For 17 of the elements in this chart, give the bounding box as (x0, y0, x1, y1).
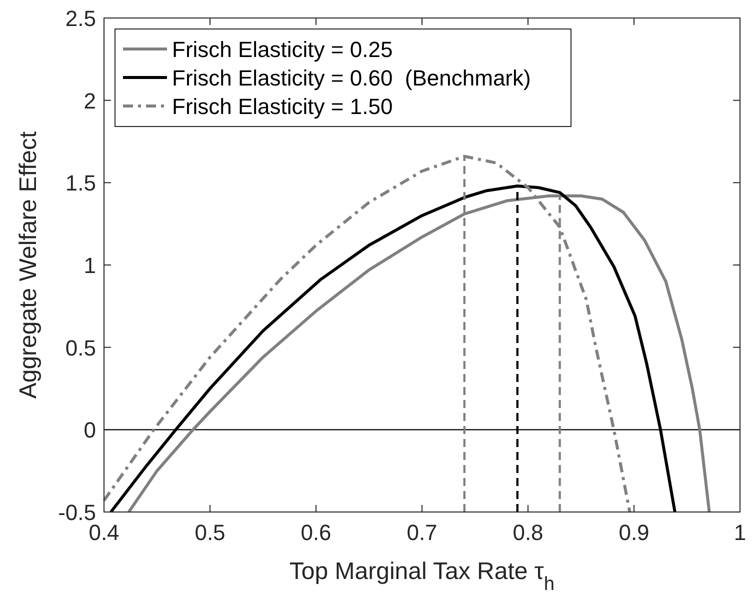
y-tick-label: 2 (84, 88, 96, 114)
x-tick-label: 0.8 (512, 520, 544, 545)
x-axis-title: Top Marginal Tax Rate τ$_{h}$ (289, 558, 555, 594)
y-axis-title: Aggregate Welfare Effect (15, 131, 42, 399)
legend-label: Frisch Elasticity = 0.60 (Benchmark) (172, 66, 531, 90)
x-tick-label: 0.9 (618, 520, 650, 545)
y-tick-label: 0 (84, 418, 96, 443)
x-tick-label: 0.7 (406, 520, 438, 545)
legend-label: Frisch Elasticity = 0.25 (172, 37, 393, 62)
x-tick-label: 0.5 (194, 520, 226, 545)
legend-label: Frisch Elasticity = 1.50 (172, 94, 393, 119)
y-tick-label: 2.5 (65, 6, 96, 31)
x-tick-label: 0.6 (300, 520, 332, 545)
y-tick-label: 0.5 (65, 335, 96, 360)
y-tick-label: 1.5 (65, 170, 96, 196)
y-tick-label: 1 (84, 253, 96, 278)
x-tick-label: 1 (734, 520, 746, 545)
